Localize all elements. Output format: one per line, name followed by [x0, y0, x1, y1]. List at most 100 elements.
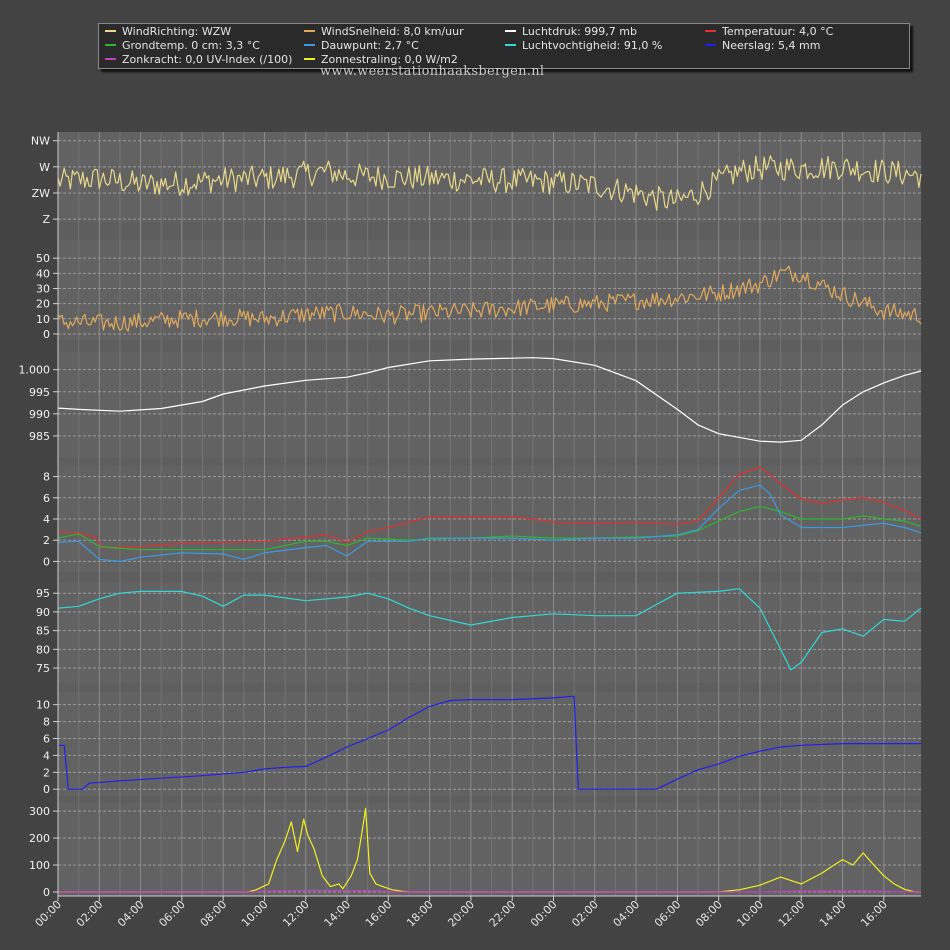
legend-item-zonnestraling: Zonnestraling: 0,0 W/m2 [304, 53, 458, 67]
y-tick-label: 4 [43, 513, 50, 526]
legend-item-dauwpunt: Dauwpunt: 2,7 °C [304, 39, 419, 53]
legend-label: Temperatuur: 4,0 °C [722, 25, 834, 38]
legend-swatch [505, 30, 516, 32]
legend-item-neerslag: Neerslag: 5,4 mm [705, 39, 820, 53]
y-tick-label: 85 [36, 625, 50, 638]
x-tick-label: 08:00 [693, 898, 725, 930]
y-tick-label: W [39, 161, 50, 174]
series-line [57, 588, 922, 671]
x-tick-label: 04:00 [115, 898, 147, 930]
x-tick-label: 02:00 [74, 898, 106, 930]
y-tick-label: 6 [43, 733, 50, 746]
y-tick-label: 8 [43, 471, 50, 484]
x-tick-label: 12:00 [776, 898, 808, 930]
series-line [57, 484, 922, 562]
x-tick-label: 16:00 [858, 898, 890, 930]
legend-label: Zonkracht: 0,0 UV-Index (/100) [122, 53, 293, 66]
y-tick-label: 90 [36, 606, 50, 619]
y-tick-label: 10 [36, 313, 50, 326]
legend-swatch [505, 44, 516, 46]
x-tick-label: 22:00 [487, 898, 519, 930]
y-tick-label: 1.000 [19, 364, 51, 377]
y-tick-label: 0 [43, 783, 50, 796]
legend-swatch [705, 30, 716, 32]
x-tick-label: 14:00 [322, 898, 354, 930]
legend-label: Neerslag: 5,4 mm [722, 39, 821, 52]
panel-background [58, 240, 921, 340]
y-tick-label: 30 [36, 282, 50, 295]
legend-label: Luchtvochtigheid: 91,0 % [522, 39, 663, 52]
y-tick-label: 2 [43, 766, 50, 779]
y-tick-label: 100 [29, 859, 50, 872]
y-tick-label: 995 [29, 386, 50, 399]
panel-background [58, 692, 921, 796]
series-line [57, 466, 922, 549]
x-tick-label: 06:00 [652, 898, 684, 930]
series-line [57, 155, 922, 211]
y-tick-label: 8 [43, 716, 50, 729]
x-tick-label: 12:00 [280, 898, 312, 930]
y-tick-label: 0 [43, 886, 50, 899]
series-line [58, 807, 921, 893]
legend: WindRichting: WZW WindSnelheid: 8,0 km/u… [98, 23, 910, 69]
panel-background [58, 582, 921, 683]
legend-item-grondtemp: Grondtemp. 0 cm: 3,3 °C [105, 39, 260, 53]
panel-background [58, 803, 921, 896]
legend-label: Dauwpunt: 2,7 °C [321, 39, 419, 52]
legend-label: WindSnelheid: 8,0 km/uur [321, 25, 464, 38]
legend-item-windsnelheid: WindSnelheid: 8,0 km/uur [304, 25, 464, 39]
y-tick-label: 2 [43, 534, 50, 547]
series-line [58, 695, 921, 790]
y-tick-label: 6 [43, 492, 50, 505]
legend-item-windrichting: WindRichting: WZW [105, 25, 231, 39]
legend-label: WindRichting: WZW [122, 25, 232, 38]
x-tick-label: 04:00 [611, 898, 643, 930]
legend-label: Zonnestraling: 0,0 W/m2 [321, 53, 458, 66]
legend-swatch [304, 44, 315, 46]
y-tick-label: 0 [43, 555, 50, 568]
y-tick-label: 40 [36, 267, 50, 280]
y-tick-label: 200 [29, 832, 50, 845]
legend-item-luchtvochtigheid: Luchtvochtigheid: 91,0 % [505, 39, 662, 53]
y-tick-label: 300 [29, 805, 50, 818]
series-line [57, 265, 922, 332]
legend-item-luchtdruk: Luchtdruk: 999,7 mb [505, 25, 637, 39]
legend-swatch [304, 30, 315, 32]
legend-item-zonkracht: Zonkracht: 0,0 UV-Index (/100) [105, 53, 292, 67]
series-line [58, 889, 921, 893]
legend-item-temperatuur: Temperatuur: 4,0 °C [705, 25, 833, 39]
series-line [57, 505, 922, 551]
y-tick-label: NW [31, 135, 50, 148]
y-tick-label: 20 [36, 298, 50, 311]
y-tick-label: 50 [36, 252, 50, 265]
x-tick-label: 00:00 [33, 898, 65, 930]
x-tick-label: 10:00 [239, 898, 271, 930]
y-tick-label: 985 [29, 430, 50, 443]
y-tick-label: ZW [32, 187, 51, 200]
panel-background [58, 352, 921, 458]
x-tick-label: 08:00 [198, 898, 230, 930]
x-tick-label: 10:00 [734, 898, 766, 930]
legend-swatch [105, 30, 116, 32]
legend-swatch [304, 58, 315, 60]
y-tick-label: 75 [36, 662, 50, 675]
watermark: www.weerstationhaaksbergen.nl [320, 64, 545, 79]
legend-swatch [105, 44, 116, 46]
y-tick-label: 95 [36, 587, 50, 600]
panel-background [58, 132, 921, 222]
y-tick-label: 4 [43, 749, 50, 762]
legend-swatch [105, 58, 116, 60]
x-tick-label: 16:00 [363, 898, 395, 930]
y-tick-label: 80 [36, 643, 50, 656]
y-tick-label: 0 [43, 328, 50, 341]
y-tick-label: Z [42, 213, 50, 226]
x-tick-label: 06:00 [156, 898, 188, 930]
y-tick-label: 990 [29, 408, 50, 421]
series-line [57, 357, 922, 443]
x-tick-label: 18:00 [404, 898, 436, 930]
legend-label: Grondtemp. 0 cm: 3,3 °C [122, 39, 260, 52]
x-tick-label: 20:00 [445, 898, 477, 930]
legend-label: Luchtdruk: 999,7 mb [522, 25, 637, 38]
